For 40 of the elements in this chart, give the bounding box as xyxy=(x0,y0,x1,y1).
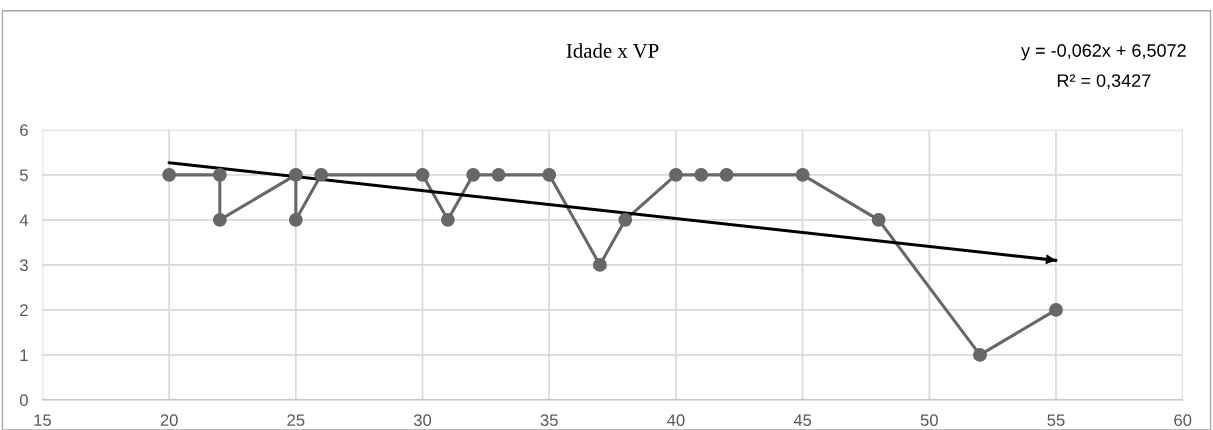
point xyxy=(162,167,177,182)
point xyxy=(795,167,810,182)
x-tick-label: 45 xyxy=(793,414,812,427)
point xyxy=(668,167,683,182)
text: y = -0,062x + 6,5072 xyxy=(1021,44,1186,61)
chart-title: Idade x VP xyxy=(566,43,659,58)
point xyxy=(440,212,455,227)
point xyxy=(314,167,329,182)
x-tick-label: 35 xyxy=(540,414,558,427)
point xyxy=(592,257,607,272)
y-tick-label: 3 xyxy=(19,259,28,272)
point xyxy=(415,167,430,182)
point xyxy=(719,167,734,182)
x-tick-label: 30 xyxy=(413,414,432,427)
text: R² = 0,3427 xyxy=(1057,74,1151,90)
y-tick-label: 5 xyxy=(19,169,28,182)
point xyxy=(871,212,886,227)
point xyxy=(542,167,557,182)
x-tick-label: 25 xyxy=(287,414,305,427)
point xyxy=(288,167,303,182)
y-tick-label: 2 xyxy=(20,304,28,316)
point xyxy=(694,167,709,182)
point xyxy=(618,212,633,227)
x-tick-label: 15 xyxy=(34,414,52,427)
x-tick-label: 40 xyxy=(667,414,685,427)
y-tick-label: 1 xyxy=(20,349,28,361)
x-tick-label: 60 xyxy=(1174,414,1192,427)
point xyxy=(466,167,481,182)
x-tick-label: 50 xyxy=(920,414,938,427)
y-tick-label: 4 xyxy=(19,214,29,226)
x-tick-label: 20 xyxy=(160,414,178,427)
point xyxy=(212,212,227,227)
point xyxy=(212,167,227,182)
point xyxy=(288,212,303,227)
x-tick-label: 55 xyxy=(1047,414,1065,427)
point xyxy=(973,347,987,362)
point xyxy=(491,167,506,182)
point xyxy=(1049,302,1063,317)
y-tick-label: 0 xyxy=(19,394,28,407)
y-tick-label: 6 xyxy=(20,124,28,137)
